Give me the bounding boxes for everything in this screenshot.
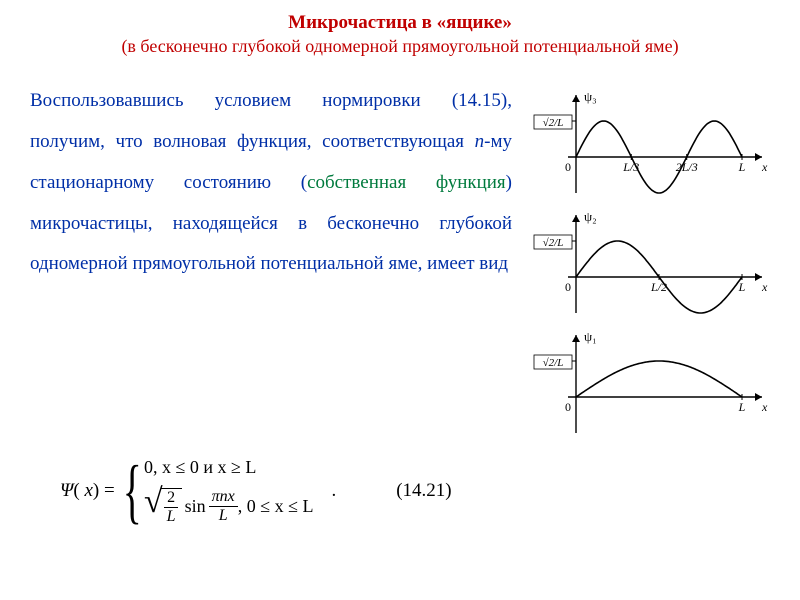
case-1: 0, x ≤ 0 и x ≥ L	[144, 457, 313, 478]
svg-text:√2/L: √2/L	[543, 117, 564, 129]
text-column: Воспользовавшись условием нормировки (14…	[30, 81, 532, 439]
cases: 0, x ≤ 0 и x ≥ L √ 2 L sin πnx L	[144, 457, 313, 525]
wavefunction-plot-n2: L/2 L 0 x ψ₂ √2/L	[532, 207, 772, 319]
svg-text:x: x	[761, 160, 768, 174]
sqrt: √ 2 L	[144, 488, 182, 525]
frac-2-over-L: 2 L	[164, 489, 179, 525]
case-2: √ 2 L sin πnx L , 0 ≤ x ≤ L	[144, 488, 313, 525]
svg-text:ψ₃: ψ₃	[584, 89, 597, 104]
content-row: Воспользовавшись условием нормировки (14…	[0, 57, 800, 439]
case-2-cond: , 0 ≤ x ≤ L	[238, 496, 314, 517]
svg-text:0: 0	[565, 280, 571, 294]
header: Микрочастица в «ящике» (в бесконечно глу…	[0, 0, 800, 57]
svg-text:L/2: L/2	[650, 280, 667, 294]
title-main: Микрочастица в «ящике»	[20, 12, 780, 34]
svg-text:0: 0	[565, 400, 571, 414]
svg-text:0: 0	[565, 160, 571, 174]
equation: Ψ ( x) = { 0, x ≤ 0 и x ≥ L √ 2 L sin	[60, 455, 313, 527]
sin: sin	[185, 496, 206, 517]
svg-text:L: L	[738, 280, 746, 294]
frac-pinx-over-L: πnx L	[209, 488, 238, 524]
left-brace-icon: {	[123, 455, 142, 527]
figure-column: L/3 2L/3 L 0 x ψ₃ √2/L L/2 L 0 x ψ₂ √2/L L 0 x ψ₁ √2/L	[532, 81, 782, 439]
paragraph-segment: n	[475, 131, 485, 152]
svg-text:L/3: L/3	[622, 160, 639, 174]
svg-text:L: L	[738, 160, 746, 174]
equation-row: Ψ ( x) = { 0, x ≤ 0 и x ≥ L √ 2 L sin	[0, 439, 800, 527]
svg-text:√2/L: √2/L	[543, 357, 564, 369]
lhs-psi: Ψ	[60, 480, 73, 502]
wavefunction-plot-n1: L 0 x ψ₁ √2/L	[532, 327, 772, 439]
svg-text:x: x	[761, 280, 768, 294]
wavefunction-plot-n3: L/3 2L/3 L 0 x ψ₃ √2/L	[532, 87, 772, 199]
svg-text:√2/L: √2/L	[543, 237, 564, 249]
paragraph-segment: собственная функция	[307, 172, 506, 193]
svg-text:2L/3: 2L/3	[676, 160, 698, 174]
svg-text:ψ₁: ψ₁	[584, 329, 597, 344]
equation-period: .	[331, 480, 336, 502]
svg-text:ψ₂: ψ₂	[584, 209, 597, 224]
paragraph-segment: Воспользовавшись условием нормировки (14…	[30, 90, 512, 152]
body-paragraph: Воспользовавшись условием нормировки (14…	[30, 81, 512, 285]
svg-text:x: x	[761, 400, 768, 414]
equals: =	[99, 480, 119, 502]
equation-label: (14.21)	[396, 480, 451, 502]
lhs-paren: ( x)	[73, 480, 99, 502]
title-sub: (в бесконечно глубокой одномерной прямоу…	[20, 36, 780, 57]
svg-text:L: L	[738, 400, 746, 414]
